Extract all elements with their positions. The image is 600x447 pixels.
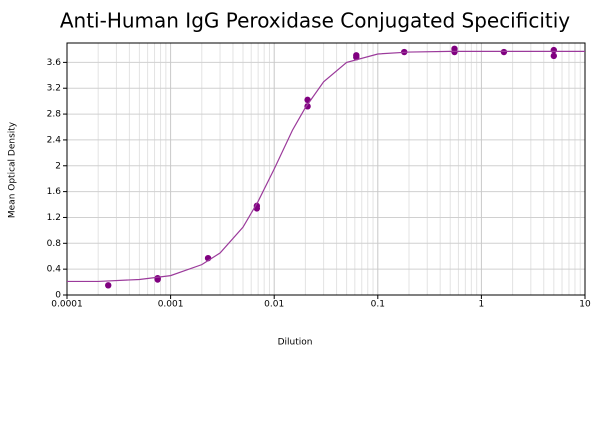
- y-tick-label: 2.8: [47, 110, 62, 120]
- x-tick-label: 10: [579, 300, 591, 310]
- y-tick-label: 3.6: [47, 58, 62, 68]
- data-point: [304, 103, 311, 110]
- chart-title: Anti-Human IgG Peroxidase Conjugated Spe…: [60, 9, 570, 33]
- x-tick-label: 0.0001: [51, 300, 83, 310]
- plot-frame: [66, 42, 586, 296]
- y-tick-label: 0.8: [47, 239, 62, 249]
- x-axis-label: Dilution: [278, 338, 313, 348]
- data-point: [500, 48, 508, 56]
- y-tick-label: 1.6: [47, 187, 62, 197]
- x-tick-label: 0.1: [371, 300, 385, 310]
- x-tick-label: 0.01: [264, 300, 284, 310]
- y-axis-label: Mean Optical Density: [8, 121, 18, 218]
- data-point: [154, 275, 161, 282]
- data-point: [451, 45, 458, 53]
- data-point: [550, 46, 558, 54]
- fit-curve: [67, 50, 585, 283]
- x-tick-label: 1: [479, 300, 485, 310]
- data-point: [550, 52, 558, 60]
- data-point: [353, 52, 360, 59]
- y-tick-label: 2.4: [47, 135, 62, 145]
- x-tick-label: 0.001: [158, 300, 184, 310]
- y-tick-label: 3.2: [47, 84, 61, 94]
- y-tick-label: 0.4: [47, 265, 62, 275]
- y-tick-label: 0: [55, 291, 61, 301]
- y-tick-label: 1.2: [47, 213, 61, 223]
- data-point: [105, 282, 112, 289]
- y-tick-label: 2: [55, 161, 61, 171]
